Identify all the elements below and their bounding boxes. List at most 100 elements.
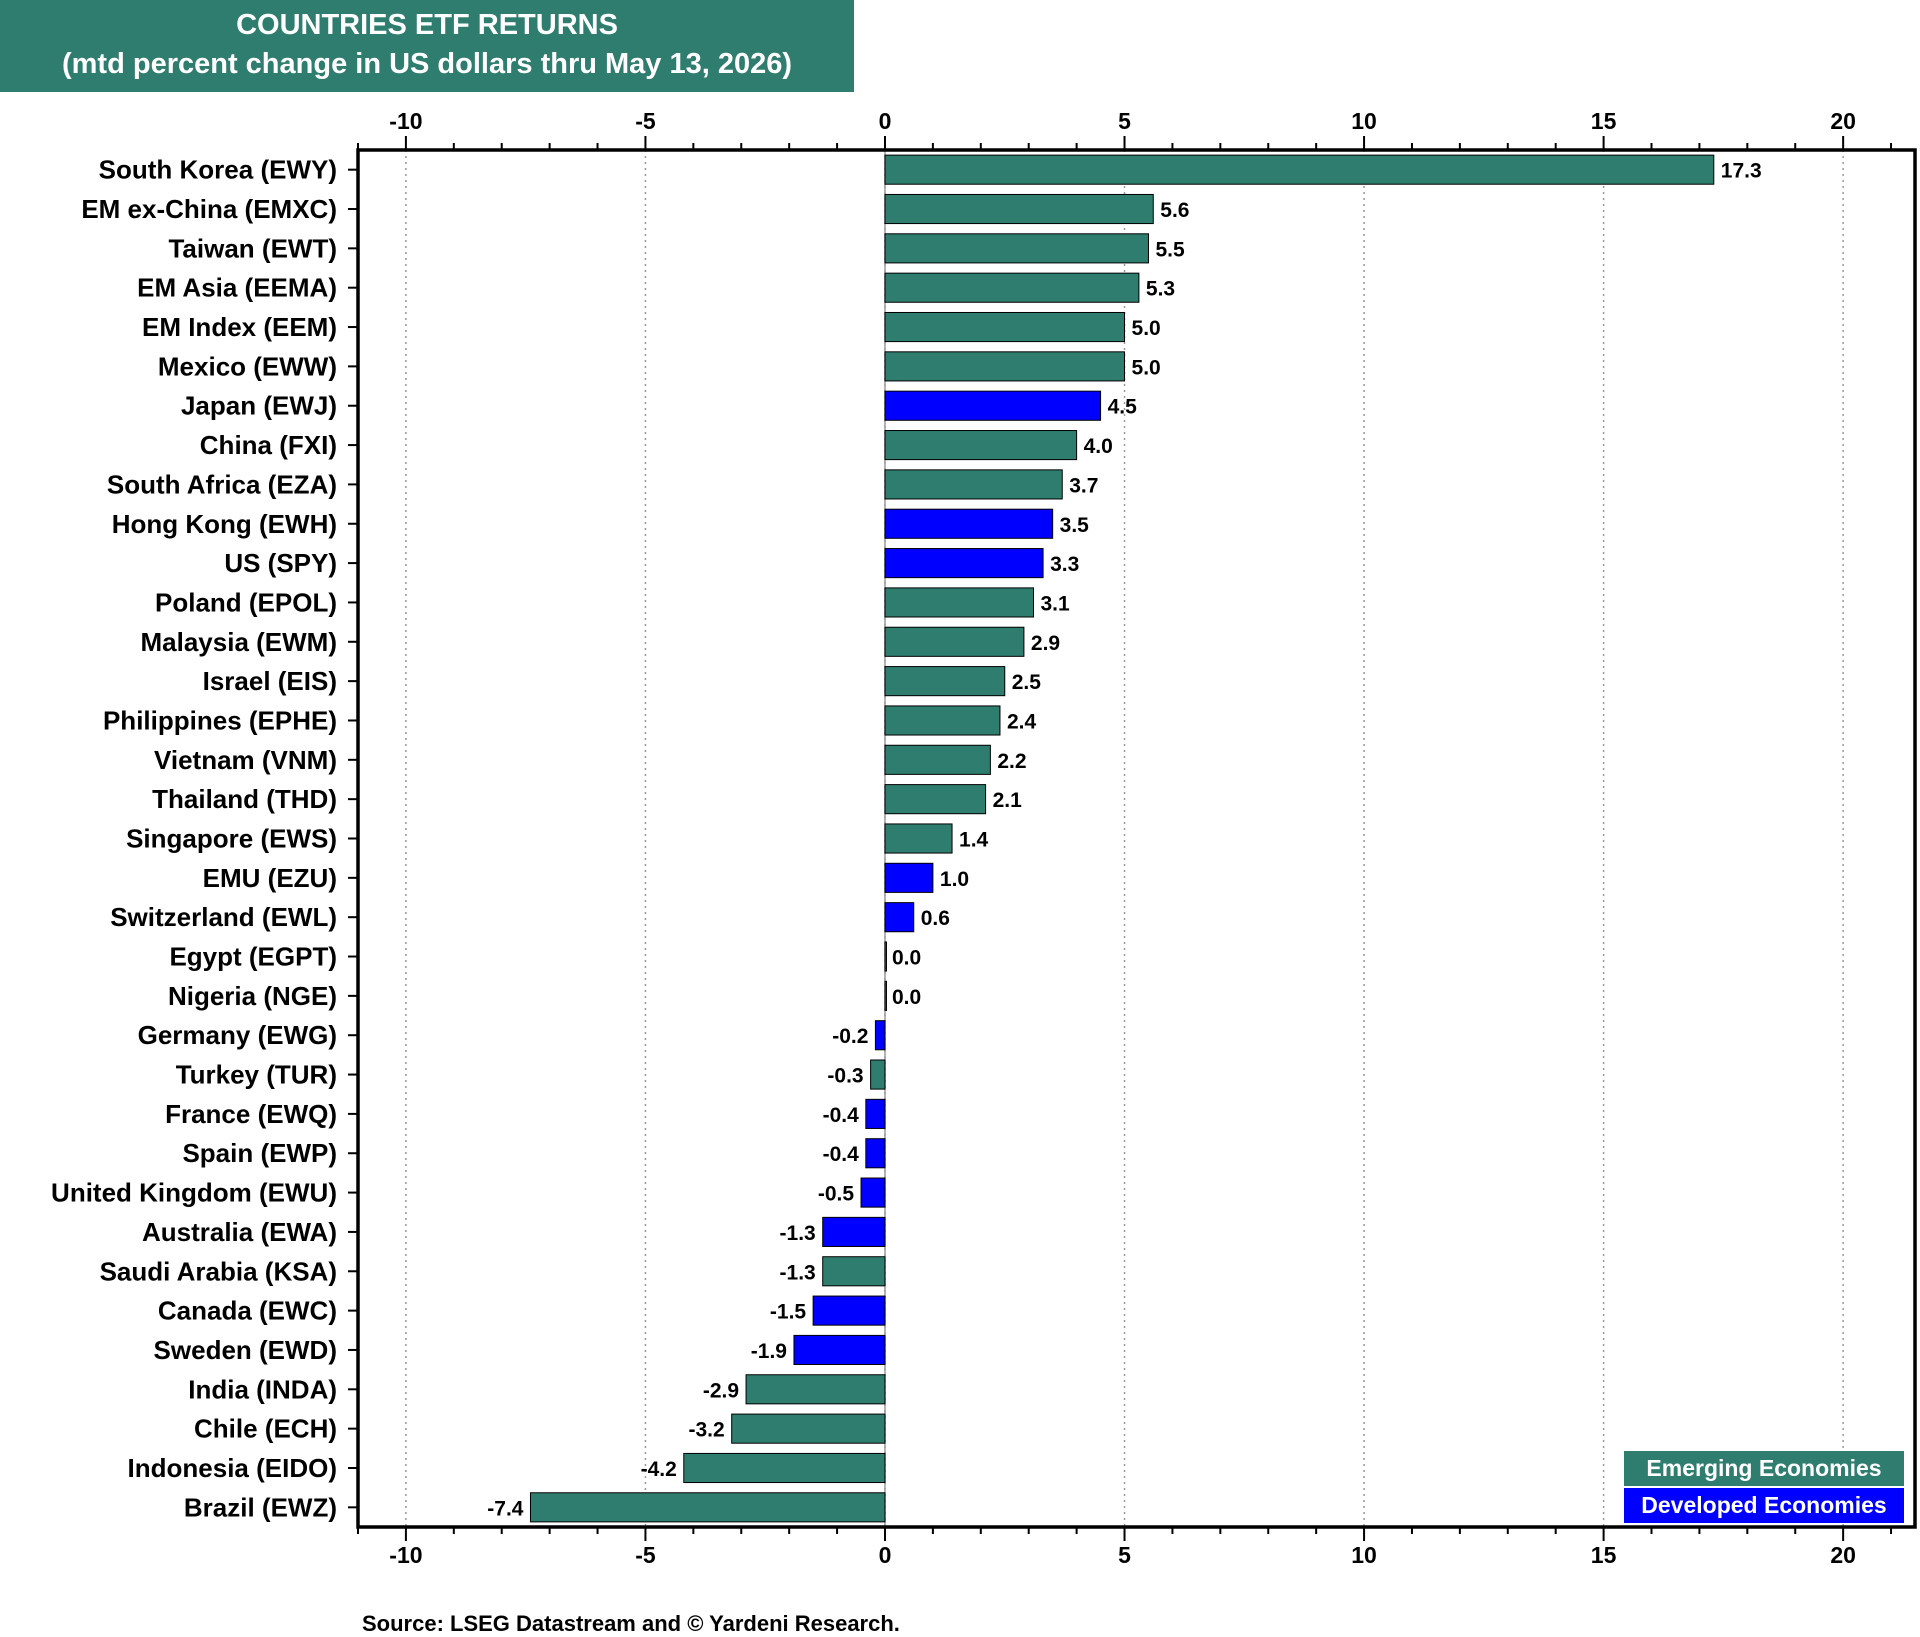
category-label: Canada (EWC) [158,1296,337,1326]
legend: Emerging Economies Developed Economies [1624,1451,1904,1523]
x-tick-label-bottom: 20 [1830,1542,1856,1568]
category-label: South Korea (EWY) [99,155,337,185]
bar [884,154,1715,185]
category-label: EMU (EZU) [203,863,337,893]
data-label: 5.0 [1132,317,1161,340]
x-tick-label-top: 5 [1118,108,1131,134]
category-label: Switzerland (EWL) [110,902,337,932]
category-label: Hong Kong (EWH) [112,509,337,539]
bar [884,902,915,933]
bar [865,1098,886,1129]
category-label: United Kingdom (EWU) [51,1178,337,1208]
bar [884,980,887,1011]
bar [745,1374,886,1405]
data-label: 4.5 [1108,396,1138,419]
x-tick-label-top: 15 [1591,108,1617,134]
category-label: Mexico (EWW) [158,351,337,381]
bar [884,469,1063,500]
bar [884,666,1006,697]
data-label: 5.0 [1132,356,1161,379]
category-label: Australia (EWA) [142,1217,337,1247]
data-label: 2.2 [997,750,1026,773]
x-tick-label-bottom: 15 [1591,1542,1617,1568]
data-label: -1.3 [780,1222,816,1245]
category-label: Malaysia (EWM) [141,627,338,657]
data-label: 5.6 [1160,199,1189,222]
data-label: 2.1 [993,789,1023,812]
data-label: 0.0 [892,947,921,970]
bar [884,705,1001,736]
data-label: -1.3 [780,1261,816,1284]
category-label: Indonesia (EIDO) [128,1453,337,1483]
x-tick-label-top: 20 [1830,108,1856,134]
plot-area [358,150,1915,1527]
bar [884,548,1044,579]
category-label: Poland (EPOL) [155,587,337,617]
category-label: US (SPY) [224,548,337,578]
data-label: 3.5 [1060,514,1090,537]
bar [884,272,1140,303]
category-label: Saudi Arabia (KSA) [100,1256,337,1286]
bar [884,351,1126,382]
legend-developed-economies: Developed Economies [1624,1488,1904,1523]
bar [884,941,887,972]
bar [822,1216,886,1247]
data-label: -0.4 [823,1104,860,1127]
data-label: 2.4 [1007,710,1037,733]
data-label: -1.5 [770,1301,807,1324]
data-label: 5.5 [1155,238,1185,261]
category-label: Japan (EWJ) [181,391,337,421]
data-label: -1.9 [751,1340,787,1363]
bar [683,1452,886,1484]
bar [812,1295,886,1326]
data-label: -2.9 [703,1379,739,1402]
bar [884,784,987,815]
x-tick-label-bottom: -5 [635,1542,656,1568]
data-label: 2.9 [1031,632,1060,655]
bar [884,626,1025,657]
bar [884,233,1149,264]
chart-subtitle: (mtd percent change in US dollars thru M… [61,48,793,80]
data-label: 1.4 [959,829,989,852]
bar [884,587,1034,618]
bar [884,311,1126,343]
bar [793,1334,886,1366]
category-label: Thailand (THD) [152,784,337,814]
data-label: -0.2 [832,1025,868,1048]
bar [884,430,1078,461]
data-label: 3.7 [1069,474,1098,497]
category-label: EM Asia (EEMA) [137,273,337,303]
bar [865,1138,886,1169]
category-label: Brazil (EWZ) [184,1492,337,1522]
bar [884,193,1154,225]
bar [884,862,934,893]
bar [884,744,991,775]
bar [870,1059,886,1090]
category-label: Nigeria (NGE) [168,981,337,1011]
bar [860,1177,886,1208]
bar [884,823,953,854]
data-label: 5.3 [1146,278,1175,301]
bar [884,390,1102,421]
source-note: Source: LSEG Datastream and © Yardeni Re… [362,1611,900,1636]
chart-title-box: COUNTRIES ETF RETURNS (mtd percent chang… [0,0,854,92]
category-label: South Africa (EZA) [107,469,337,499]
bars: 17.3 5.6 5.5 5.3 5.0 5.0 4.5 4.0 3.7 3.5 3.3 3.1 2.9… [487,154,1762,1523]
x-tick-label-top: -5 [635,108,656,134]
category-label: EM Index (EEM) [142,312,337,342]
category-label: Taiwan (EWT) [168,233,337,263]
data-label: 3.1 [1040,592,1070,615]
plot-frame: South Korea (EWY) EM ex-China (EMXC) Taiwa… [51,108,1917,1568]
data-label: -0.3 [827,1065,863,1088]
x-tick-label-bottom: 5 [1118,1542,1131,1568]
grid-lines [358,150,1915,1527]
bar [874,1020,886,1051]
x-tick-label-bottom: -10 [389,1542,422,1568]
category-label: Philippines (EPHE) [103,705,337,735]
x-tick-label-top: -10 [389,108,422,134]
category-label: Israel (EIS) [203,666,337,696]
data-label: 0.0 [892,986,921,1009]
category-label: France (EWQ) [165,1099,337,1129]
category-label: EM ex-China (EMXC) [81,194,337,224]
